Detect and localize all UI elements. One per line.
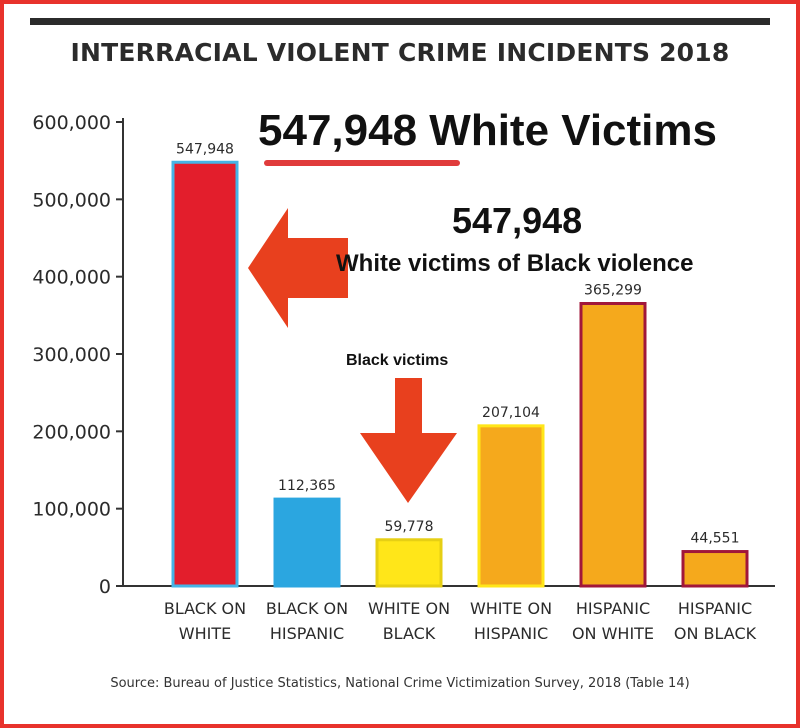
y-tick-label: 400,000 (32, 267, 111, 289)
bar (375, 538, 443, 588)
bar-value-label: 112,365 (278, 478, 336, 494)
y-tick-label: 200,000 (32, 421, 111, 443)
y-tick-label: 0 (99, 576, 111, 598)
headline-number: 547,948 (258, 106, 418, 155)
down-arrow-icon (360, 378, 457, 503)
x-tick-label: HISPANIC (474, 624, 548, 643)
chart-title: INTERRACIAL VIOLENT CRIME INCIDENTS 2018 (70, 38, 730, 67)
x-tick-label: WHITE (179, 624, 231, 643)
headline-annotation: 547,948 White Victims (258, 106, 717, 156)
left-arrow-icon (248, 208, 348, 328)
bar (477, 424, 545, 588)
black-victims-label: Black victims (346, 352, 449, 369)
y-tick-label: 500,000 (32, 189, 111, 211)
x-tick-label: BLACK ON (266, 599, 348, 618)
x-tick-label: BLACK (383, 624, 436, 643)
y-tick-label: 300,000 (32, 344, 111, 366)
bar-value-label: 547,948 (176, 141, 234, 157)
bar (579, 302, 647, 588)
bar-value-label: 59,778 (385, 519, 434, 535)
headline-underline (264, 160, 460, 166)
bar-value-label: 365,299 (584, 283, 642, 299)
x-tick-label: ON WHITE (572, 624, 654, 643)
y-tick-label: 100,000 (32, 499, 111, 521)
headline-text: White Victims (429, 106, 717, 155)
x-tick-label: ON BLACK (674, 624, 757, 643)
source-note: Source: Bureau of Justice Statistics, Na… (110, 676, 690, 691)
bar (171, 160, 239, 588)
x-tick-label: HISPANIC (270, 624, 344, 643)
x-axis-labels: BLACK ON WHITE BLACK ON HISPANIC WHITE ON BLA… (164, 599, 757, 643)
x-tick-label: HISPANIC (678, 599, 752, 618)
bar (681, 550, 749, 588)
title-rule (30, 18, 770, 25)
annotation-arrows (248, 208, 457, 503)
bar-value-label: 44,551 (691, 531, 740, 547)
callout-number: 547,948 (452, 200, 583, 241)
y-axis: 0 100,000 200,000 300,000 400,000 500,000 600,… (32, 112, 775, 598)
x-tick-label: BLACK ON (164, 599, 246, 618)
x-tick-label: WHITE ON (368, 599, 450, 618)
x-tick-label: HISPANIC (576, 599, 650, 618)
bar (273, 497, 341, 588)
bar-value-label: 207,104 (482, 405, 540, 421)
bars: 547,948 112,365 59,778 207,104 365,299 44,551 (171, 141, 749, 588)
y-tick-label: 600,000 (32, 112, 111, 134)
callout-text: White victims of Black violence (336, 250, 694, 277)
x-tick-label: WHITE ON (470, 599, 552, 618)
